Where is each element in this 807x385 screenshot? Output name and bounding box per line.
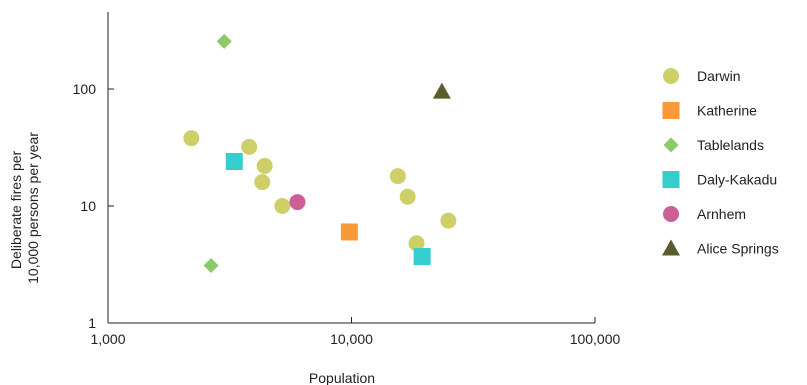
data-point-arnhem [289,194,306,211]
series-daly-kakadu [225,153,431,266]
data-point-darwin [241,138,258,155]
legend-label-darwin: Darwin [697,68,741,84]
legend-marker-daly-kakadu [662,171,680,188]
data-point-darwin [274,198,291,214]
data-points [183,33,457,274]
legend-marker-katherine [662,102,680,119]
x-tick-label: 100,000 [570,331,621,347]
data-point-daly-kakadu [225,153,243,171]
data-point-darwin [440,212,457,229]
data-point-darwin [399,188,416,205]
data-point-darwin [254,174,271,191]
legend-label-alice-springs: Alice Springs [697,241,779,257]
series-alice-springs [432,82,451,99]
data-point-darwin [408,235,425,252]
y-axis-ticks: 1 10 100 [73,81,114,331]
data-point-daly-kakadu [413,248,431,266]
y-tick-label: 10 [80,198,96,214]
series-arnhem [289,194,306,211]
data-point-darwin [256,157,273,174]
x-axis-ticks: 1,000 10,000 100,000 [90,317,621,347]
legend-label-tablelands: Tablelands [697,137,764,153]
legend: Darwin Katherine Tablelands Daly-Kakadu Arnh… [662,68,779,257]
data-point-darwin [183,130,200,147]
legend-label-arnhem: Arnhem [697,206,746,222]
legend-item-katherine: Katherine [662,102,757,119]
legend-label-daly-kakadu: Daly-Kakadu [697,172,777,188]
legend-item-arnhem: Arnhem [663,206,746,222]
legend-marker-alice-springs [662,239,680,256]
x-tick-label: 1,000 [90,331,125,347]
data-point-katherine [340,223,358,241]
y-tick-label: 100 [73,81,97,97]
y-axis-title-line-1: Deliberate fires per [8,150,24,269]
legend-marker-tablelands [663,137,679,153]
x-axis-title: Population [309,370,375,385]
y-axis-title-line-2: 10,000 persons per year [25,132,41,284]
data-point-darwin [389,168,406,185]
y-tick-label: 1 [88,315,96,331]
legend-item-alice-springs: Alice Springs [662,239,779,257]
series-darwin [183,130,457,252]
legend-item-daly-kakadu: Daly-Kakadu [662,171,777,188]
data-point-tablelands [203,258,219,274]
legend-item-darwin: Darwin [663,68,741,84]
x-tick-label: 10,000 [330,331,373,347]
series-tablelands [203,33,232,274]
legend-marker-arnhem [663,206,679,222]
legend-item-tablelands: Tablelands [663,137,764,153]
y-axis-title: Deliberate fires per 10,000 persons per … [8,132,41,284]
legend-label-katherine: Katherine [697,103,757,119]
series-katherine [340,223,358,241]
data-point-alice-springs [432,82,451,99]
data-point-tablelands [216,33,232,49]
axes [107,12,595,324]
legend-marker-darwin [663,68,679,84]
